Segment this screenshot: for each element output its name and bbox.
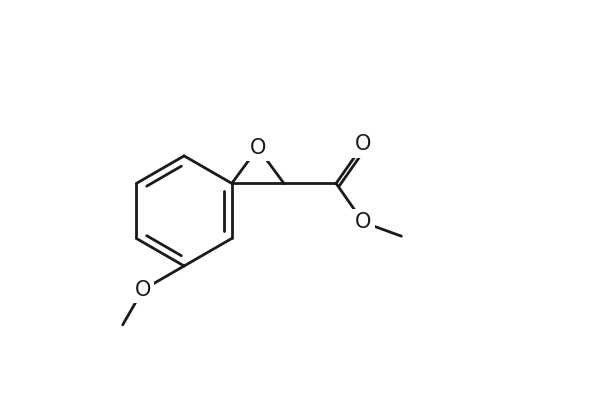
Text: O: O xyxy=(355,212,371,232)
Text: O: O xyxy=(355,134,371,154)
Text: O: O xyxy=(250,138,266,158)
Text: O: O xyxy=(135,280,151,300)
